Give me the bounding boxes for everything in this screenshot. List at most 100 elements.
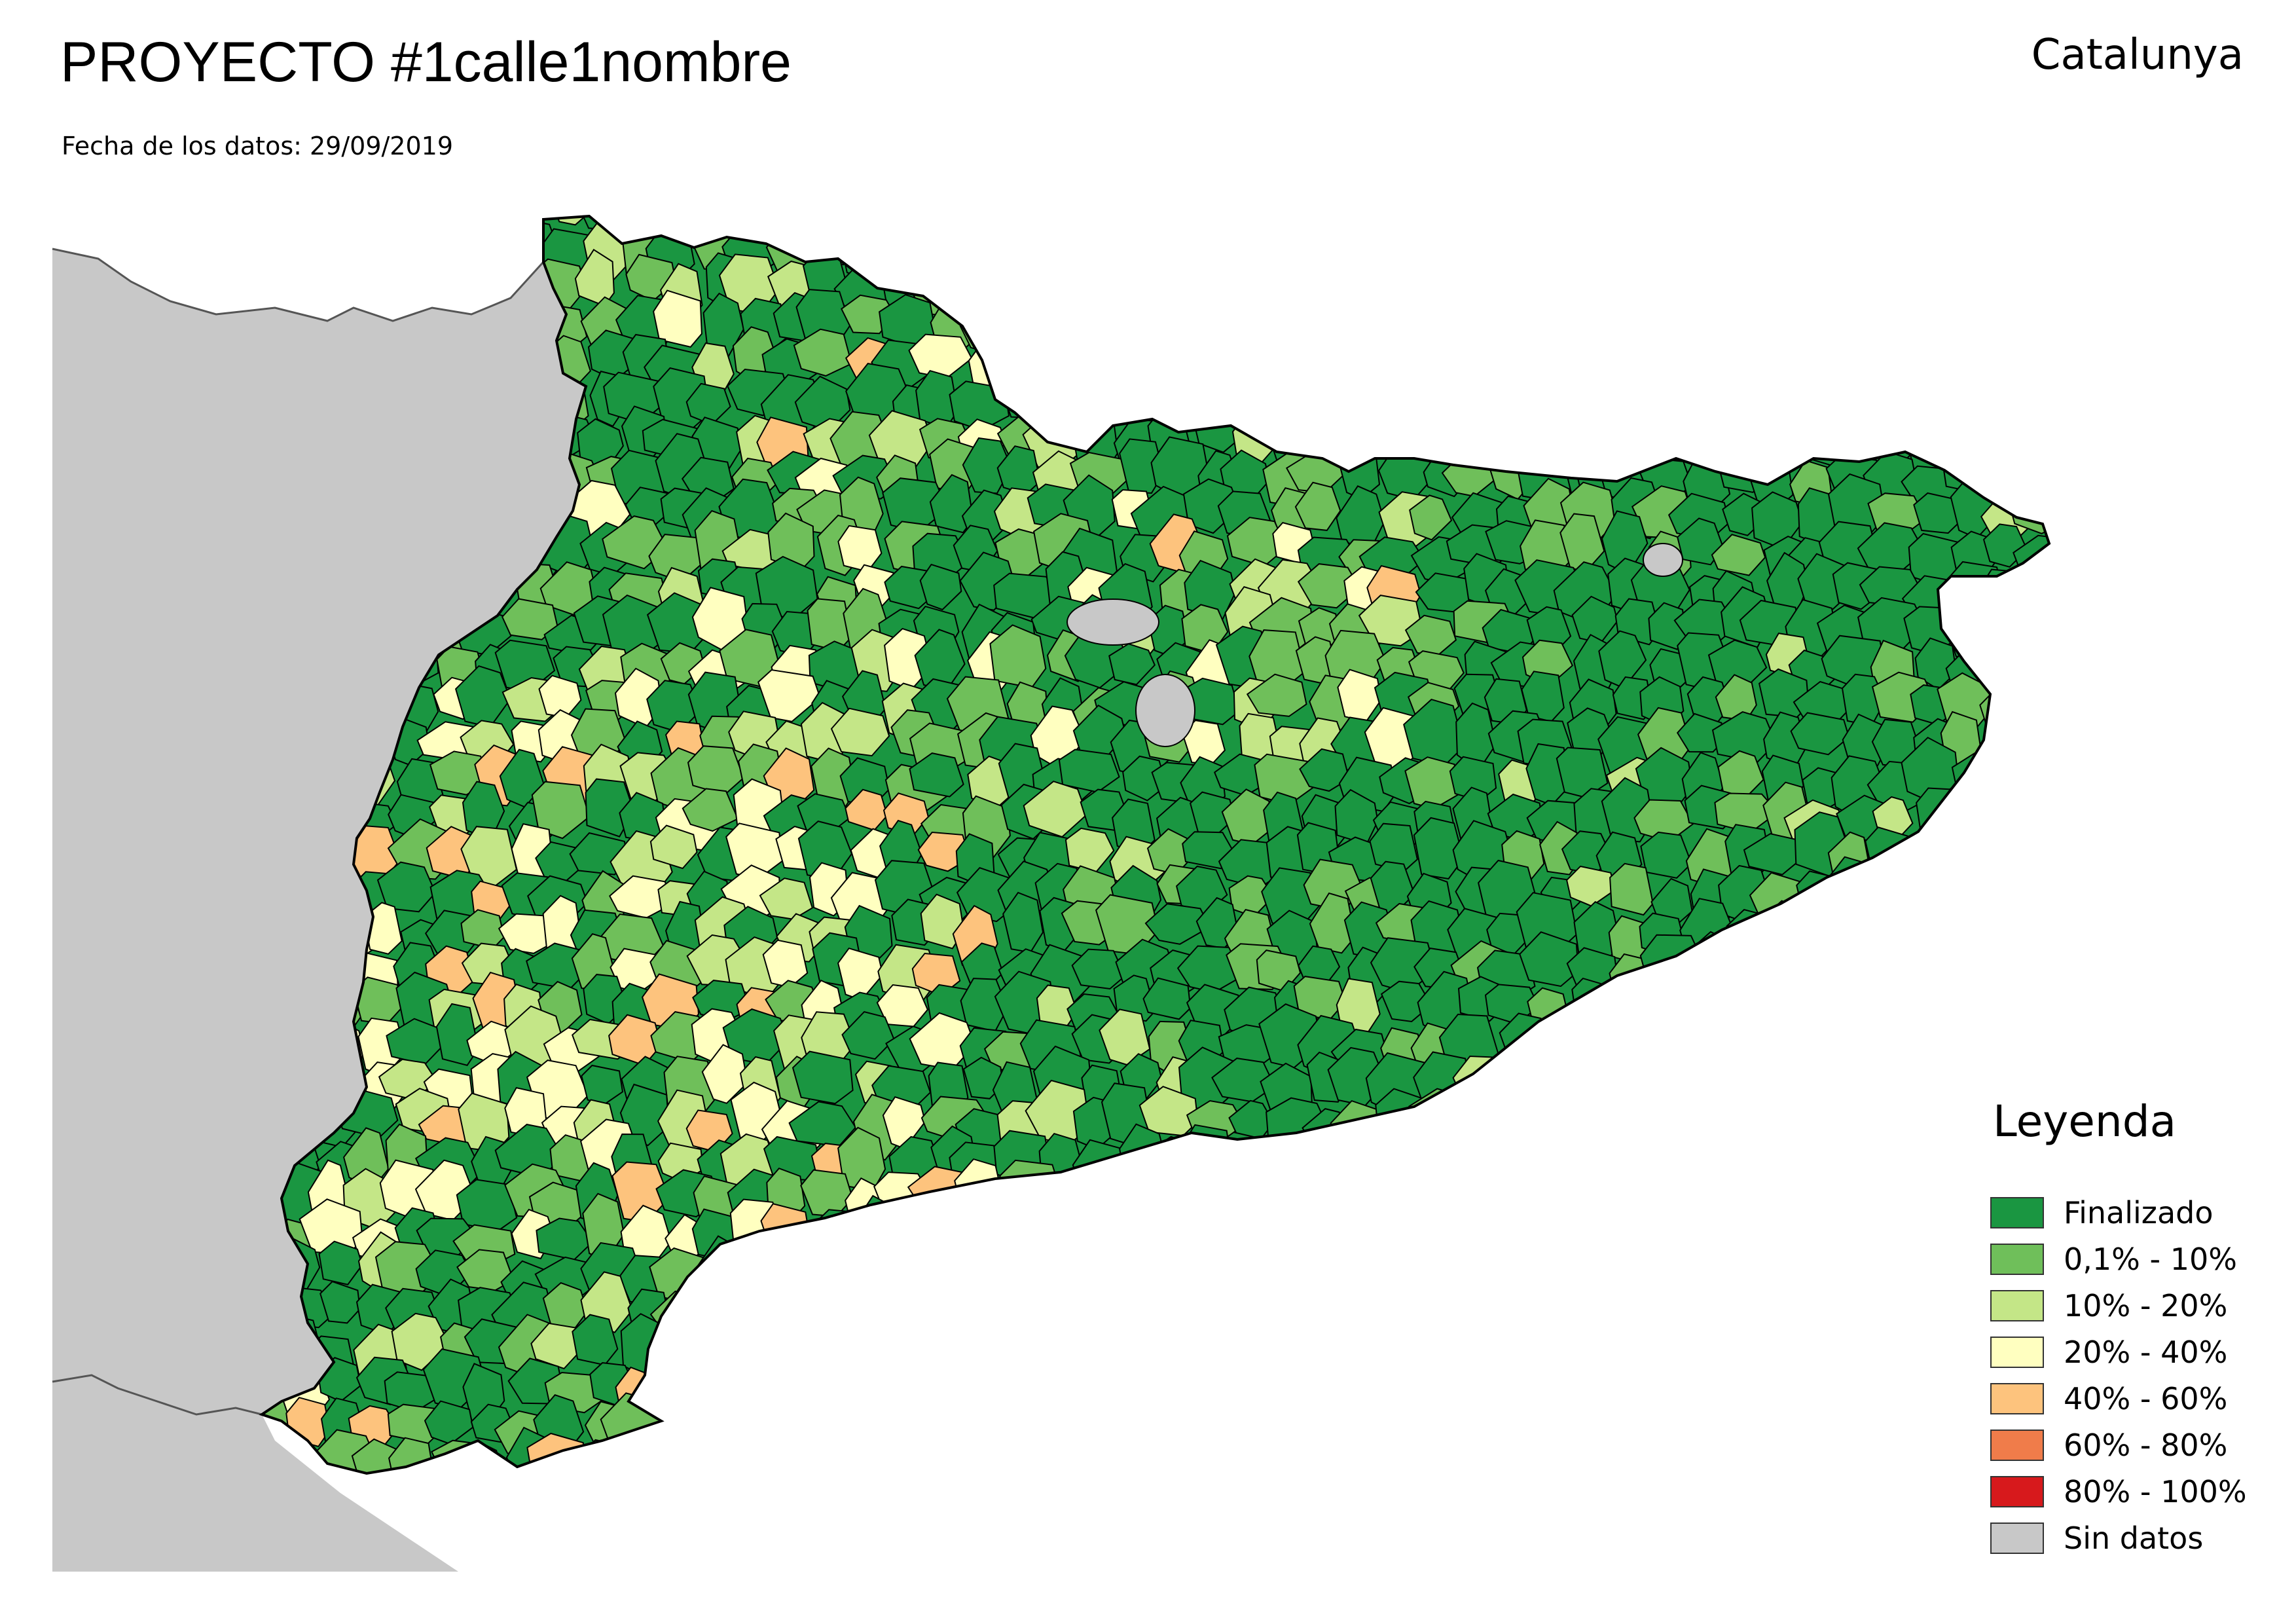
- municipality: [1151, 1247, 1211, 1313]
- municipality: [1070, 295, 1136, 354]
- municipality: [1113, 974, 1156, 1022]
- legend-label: 20% - 40%: [2064, 1334, 2228, 1370]
- municipality: [981, 1407, 1048, 1454]
- municipality: [1223, 216, 1267, 240]
- municipality: [1338, 1323, 1399, 1375]
- municipality: [1594, 982, 1658, 1027]
- municipality: [727, 1244, 771, 1296]
- municipality: [797, 1294, 859, 1346]
- municipality: [834, 1317, 902, 1366]
- municipality: [1838, 227, 1887, 278]
- municipality: [1908, 1310, 1954, 1373]
- municipality: [1414, 331, 1467, 377]
- municipality: [1832, 269, 1876, 314]
- municipality: [945, 1289, 1006, 1346]
- municipality: [1859, 1277, 1919, 1325]
- municipality: [1302, 258, 1360, 306]
- municipality: [1491, 1213, 1554, 1276]
- municipality: [1292, 1406, 1359, 1450]
- municipality: [1179, 1200, 1237, 1255]
- municipality: [1668, 1406, 1733, 1452]
- municipality: [737, 1385, 782, 1449]
- municipality: [422, 216, 465, 263]
- municipality: [1795, 1216, 1857, 1265]
- municipality: [1338, 232, 1406, 277]
- municipality: [1840, 1179, 1886, 1233]
- municipality: [1634, 1021, 1692, 1066]
- municipality: [691, 216, 740, 238]
- municipality: [1420, 1282, 1468, 1327]
- municipality: [1076, 1171, 1131, 1232]
- municipality: [1159, 1401, 1201, 1468]
- municipality: [1410, 216, 1467, 232]
- municipality: [2016, 754, 2049, 797]
- municipality: [1607, 378, 1662, 422]
- municipality: [1145, 1135, 1208, 1197]
- municipality: [2032, 776, 2049, 836]
- municipality: [997, 1316, 1040, 1363]
- municipality: [770, 1428, 828, 1473]
- municipality: [1754, 1271, 1816, 1335]
- municipality: [1710, 942, 1765, 1004]
- municipality: [1028, 1244, 1088, 1287]
- municipality: [1747, 216, 1797, 234]
- municipality: [1783, 346, 1836, 392]
- municipality: [807, 1431, 874, 1473]
- municipality: [1311, 1167, 1356, 1231]
- municipality: [1597, 1166, 1653, 1219]
- municipality: [1536, 216, 1579, 241]
- municipality: [682, 788, 739, 832]
- legend-label: 80% - 100%: [2064, 1473, 2247, 1509]
- municipality: [1108, 1369, 1157, 1411]
- municipality: [1516, 1167, 1578, 1209]
- municipality: [907, 1208, 969, 1247]
- municipality: [1908, 1008, 1969, 1071]
- municipality: [1863, 349, 1925, 392]
- municipality: [1114, 1181, 1172, 1232]
- municipality: [1565, 1026, 1612, 1075]
- municipality: [1984, 411, 2026, 454]
- municipality: [1565, 415, 1615, 456]
- municipality: [1500, 1126, 1552, 1186]
- municipality: [1870, 896, 1914, 957]
- municipality: [1568, 1177, 1609, 1225]
- municipality: [1785, 287, 1834, 353]
- municipality: [1141, 336, 1193, 380]
- municipality: [1956, 834, 1998, 887]
- municipality: [2023, 216, 2049, 238]
- municipality: [1982, 1025, 2025, 1080]
- municipality: [1819, 1325, 1886, 1374]
- municipality: [727, 1433, 788, 1473]
- municipality: [274, 217, 329, 267]
- municipality: [1942, 1030, 1997, 1075]
- municipality: [1593, 232, 1654, 278]
- municipality: [655, 1361, 713, 1405]
- municipality: [1560, 359, 1626, 424]
- municipality: [2024, 337, 2049, 400]
- legend-swatch: [1990, 1522, 2044, 1554]
- municipality: [1829, 1030, 1880, 1076]
- municipality: [1246, 673, 1307, 717]
- municipality: [1539, 1032, 1585, 1075]
- municipality: [1799, 1047, 1850, 1107]
- legend-item-20-40: 20% - 40%: [1990, 1329, 2265, 1375]
- municipality: [1648, 602, 1687, 650]
- municipality: [1563, 217, 1624, 273]
- municipality: [1522, 1060, 1587, 1111]
- municipality: [1063, 1211, 1121, 1271]
- municipality: [1484, 422, 1543, 472]
- municipality: [1871, 1390, 1920, 1451]
- municipality: [1071, 948, 1126, 990]
- municipality: [1985, 857, 2042, 922]
- municipality: [1472, 1430, 1537, 1473]
- municipality: [1445, 1167, 1496, 1228]
- municipality: [1496, 1310, 1537, 1371]
- municipality: [1148, 1213, 1192, 1259]
- municipality: [348, 216, 407, 231]
- municipality: [1330, 1219, 1380, 1273]
- municipality: [1673, 301, 1740, 361]
- municipality: [1026, 1321, 1093, 1378]
- municipality: [1060, 1255, 1121, 1302]
- municipality: [1386, 334, 1428, 389]
